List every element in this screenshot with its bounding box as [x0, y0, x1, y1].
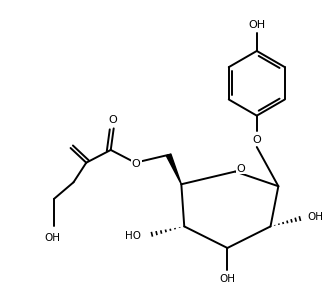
Text: OH: OH: [307, 212, 323, 222]
Text: O: O: [132, 159, 141, 169]
Text: O: O: [237, 164, 245, 173]
Text: O: O: [108, 115, 117, 125]
Text: OH: OH: [248, 20, 266, 30]
Text: OH: OH: [219, 274, 235, 284]
Text: HO: HO: [125, 231, 141, 241]
Text: OH: OH: [44, 233, 60, 243]
Polygon shape: [166, 154, 181, 184]
Text: O: O: [252, 135, 261, 145]
